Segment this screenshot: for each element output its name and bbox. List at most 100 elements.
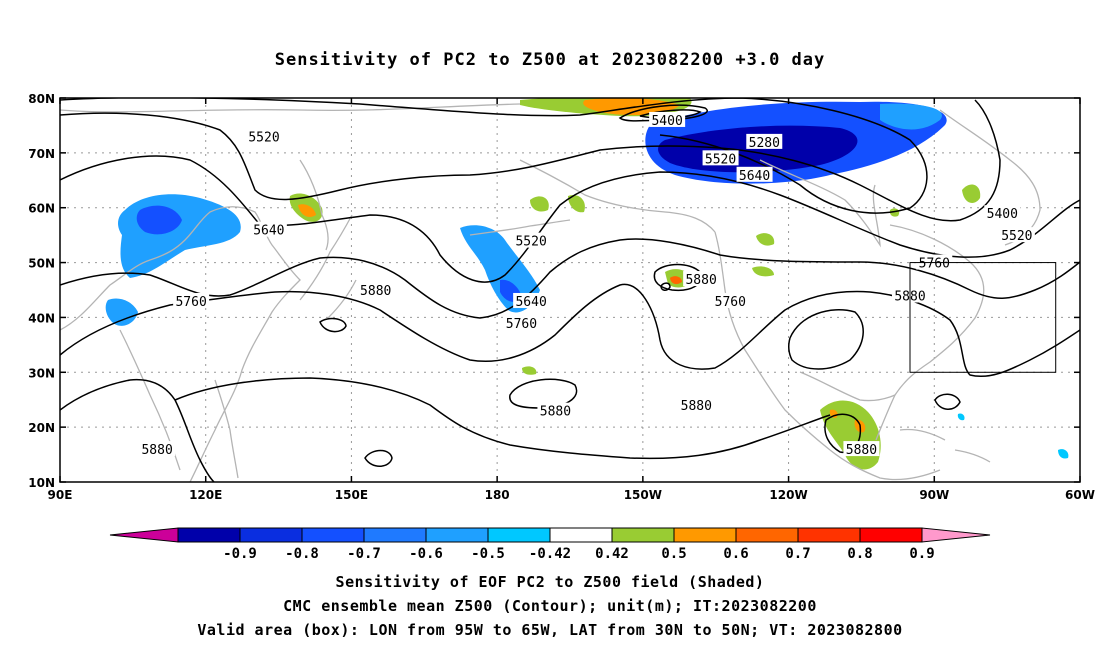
- contour-label-text: 5640: [253, 224, 284, 239]
- colorbar-tick-label: 0.42: [595, 546, 629, 562]
- shade-positive-canada2: [752, 266, 774, 277]
- colorbar-tick-label: -0.8: [285, 546, 319, 562]
- contour-label-text: 5520: [248, 130, 279, 145]
- footer-line-2: CMC ensemble mean Z500 (Contour); unit(m…: [283, 597, 817, 615]
- contour-label: 5640: [250, 221, 287, 239]
- lon-tick-label: 150W: [624, 488, 662, 502]
- contour-label: 5760: [916, 254, 953, 272]
- coast-north-america-east: [875, 224, 985, 441]
- shade-positive-kamchatka-core: [298, 204, 316, 217]
- contour-5880-east: [934, 393, 961, 410]
- shade-positive-hawaii: [522, 366, 537, 375]
- contour-5640: [60, 155, 1080, 283]
- lon-tick-label: 120E: [189, 488, 222, 502]
- colorbar-lower-arrow: [109, 527, 179, 543]
- contour-label-text: 5880: [846, 443, 877, 458]
- colorbar-segment: [425, 527, 489, 543]
- lat-tick-label: 50N: [28, 257, 55, 271]
- colorbar-tick-label: -0.42: [529, 546, 571, 562]
- lon-tick-label: 90W: [919, 488, 949, 502]
- contour-label-text: 5760: [715, 295, 746, 310]
- colorbar-segment: [673, 527, 737, 543]
- lat-tick-label: 30N: [28, 366, 55, 380]
- contour-label: 5880: [843, 441, 880, 458]
- colorbar-segment: [363, 527, 427, 543]
- contour-label-text: 5520: [705, 152, 736, 167]
- colorbar-segment: [735, 527, 799, 543]
- lon-tick-label: 180: [485, 488, 510, 502]
- lon-tick-label: 90E: [48, 488, 73, 502]
- contour-label: 5760: [712, 292, 749, 310]
- coast-gulf-mexico: [799, 371, 896, 402]
- coast-central-america: [829, 449, 941, 481]
- contour-label: 5640: [736, 166, 773, 184]
- coast-philippines: [214, 379, 239, 479]
- contour-5880-nw: [319, 317, 347, 333]
- colorbar-segment: [177, 527, 241, 543]
- coast-greenland: [939, 109, 1041, 246]
- sensitivity-shading: [105, 98, 1069, 470]
- contour-5760: [60, 238, 1080, 319]
- colorbar-segment: [797, 527, 861, 543]
- lat-tick-label: 60N: [28, 202, 55, 216]
- lat-tick-label: 20N: [28, 421, 55, 435]
- shade-positive-labrador: [962, 184, 981, 203]
- shade-positive-caribbean: [820, 400, 881, 470]
- colorbar-segment: [611, 527, 675, 543]
- contour-label: 5880: [537, 402, 574, 420]
- colorbar-tick-label: 0.7: [785, 546, 810, 562]
- contour-label: 5880: [678, 397, 715, 414]
- colorbar-segment: [859, 527, 923, 543]
- coastlines: [60, 103, 1041, 482]
- shade-negative-china-core: [136, 205, 182, 235]
- contour-5400: [60, 98, 928, 214]
- lon-tick-label: 60W: [1065, 488, 1095, 502]
- contour-label-text: 5880: [681, 399, 712, 414]
- contour-5880-hawaii: [364, 449, 393, 467]
- colorbar-segment: [239, 527, 303, 543]
- contour-5760-alaska-small: [660, 282, 671, 291]
- shade-positive-alaska-north: [530, 196, 549, 212]
- contour-label: 5400: [649, 111, 686, 129]
- lat-tick-label: 40N: [28, 311, 55, 325]
- coast-north-america-west: [714, 231, 831, 451]
- coast-aleutians: [469, 219, 571, 236]
- lat-tick-label: 10N: [28, 476, 55, 490]
- contour-label-text: 5760: [919, 257, 950, 272]
- contour-5880-west: [60, 378, 215, 482]
- contour-5880-pacific: [60, 283, 1080, 378]
- contour-5760-alaska: [653, 263, 702, 292]
- contour-label-text: 5760: [506, 317, 537, 332]
- contour-label: 5640: [1086, 266, 1100, 283]
- contour-label-text: 5640: [1089, 268, 1100, 283]
- contour-label: 5520: [246, 128, 282, 145]
- shade-negative-china: [118, 194, 241, 278]
- colorbar-tick-label: 0.6: [723, 546, 748, 562]
- coast-japan: [299, 214, 357, 319]
- coast-caribbean-islands: [899, 428, 991, 463]
- colorbar-tick-label: -0.5: [471, 546, 505, 562]
- colorbar-tick-label: 0.8: [847, 546, 872, 562]
- contour-label-text: 5280: [749, 136, 780, 151]
- contour-label: 5760: [503, 314, 540, 332]
- contour-label-text: 5640: [515, 295, 546, 310]
- map-frame: [59, 97, 1081, 483]
- colorbar-tick-label: -0.7: [347, 546, 381, 562]
- colorbar-tick-label: -0.6: [409, 546, 443, 562]
- contour-label: 5880: [139, 441, 176, 458]
- contour-label-text: 5880: [540, 405, 571, 420]
- contour-label: 5880: [683, 271, 720, 288]
- contour-label-text: 5880: [360, 284, 391, 299]
- z500-contours: [60, 98, 1080, 482]
- colorbar-segment: [301, 527, 365, 543]
- shade-negative-china-south: [105, 298, 138, 326]
- contour-label-text: 5400: [651, 114, 682, 129]
- colorbar-tick-label: 0.9: [909, 546, 934, 562]
- shade-negative-arctic-edge: [880, 103, 942, 130]
- contour-label-text: 5760: [175, 295, 206, 310]
- contour-label: 5760: [173, 292, 210, 310]
- contour-5520: [60, 99, 1001, 222]
- coast-kamchatka: [299, 159, 329, 251]
- map-axes: 90E 120E 150E 180 150W 120W 90W 60W 80N 70N 60N 50N…: [28, 92, 1095, 502]
